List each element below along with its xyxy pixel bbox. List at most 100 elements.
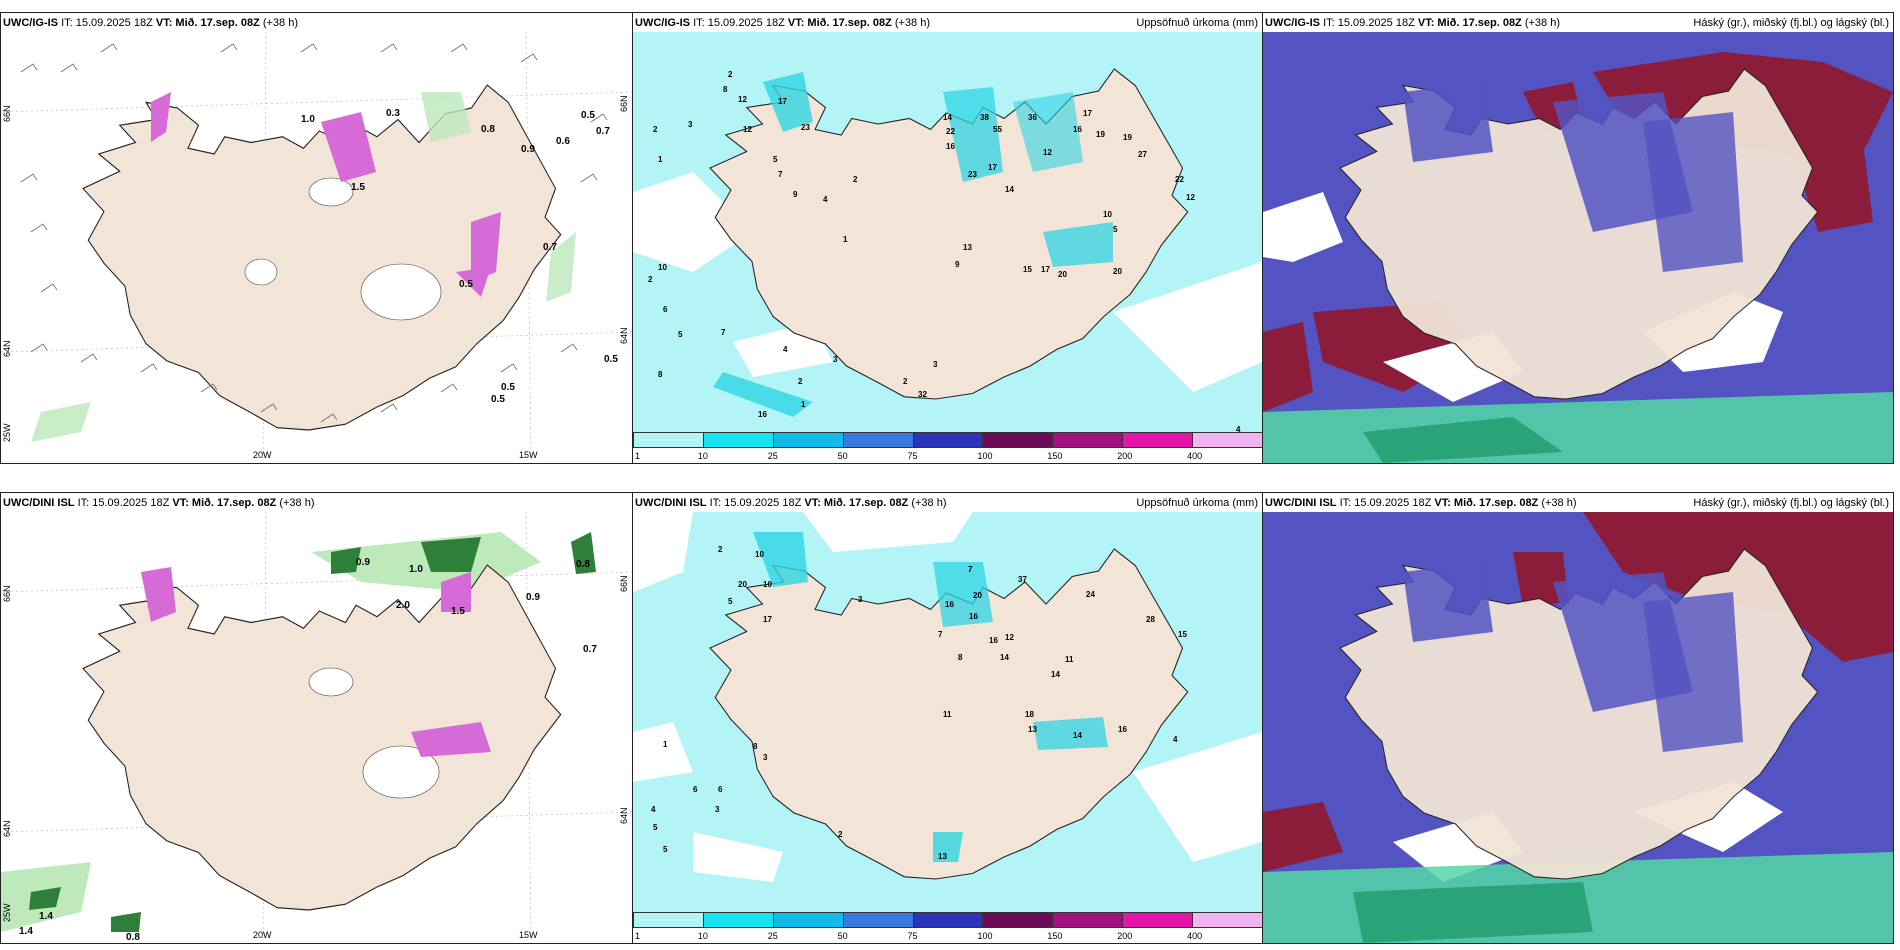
- colorbar-swatch: [982, 432, 1054, 448]
- precip-value: 12: [1005, 633, 1014, 642]
- cloud-map: [1263, 32, 1893, 463]
- lat-label: 66N: [2, 105, 12, 122]
- precip-colorbar: 1 10 25 50 75 100 150 200 400: [633, 912, 1262, 941]
- valid-time: VT: Mið. 17.sep. 08Z: [804, 497, 909, 509]
- precip-value: 11: [1065, 655, 1074, 664]
- precip-value: 23: [968, 170, 977, 179]
- precip-value: 4: [783, 345, 788, 354]
- wind-value: 1.4: [39, 911, 53, 922]
- precip-value: 2: [653, 125, 658, 134]
- precip-value: 19: [1096, 130, 1105, 139]
- wind-value: 0.7: [543, 242, 557, 253]
- precip-value: 13: [1028, 725, 1037, 734]
- precip-value: 6: [663, 305, 668, 314]
- lat-label: 64N: [619, 807, 629, 824]
- valid-time: VT: Mið. 17.sep. 08Z: [155, 17, 260, 29]
- wind-value: 0.3: [386, 108, 400, 119]
- precip-value: 7: [968, 565, 973, 574]
- precip-value: 14: [943, 113, 952, 122]
- precip-value: 8: [723, 85, 728, 94]
- wind-value: 0.5: [459, 279, 473, 290]
- map-panel-wind-igis: UWC/IG-IS IT: 15.09.2025 18Z VT: Mið. 17…: [0, 12, 633, 464]
- precip-value: 32: [918, 390, 927, 399]
- colorbar-swatch: [633, 912, 704, 928]
- precip-value: 2: [718, 545, 723, 554]
- precip-value: 5: [653, 823, 658, 832]
- precip-value: 3: [933, 360, 938, 369]
- precip-value: 16: [945, 600, 954, 609]
- precip-value: 27: [1138, 150, 1147, 159]
- colorbar-label: 50: [837, 931, 848, 941]
- precip-value: 2: [903, 377, 908, 386]
- precip-value: 2: [648, 275, 653, 284]
- precip-value: 3: [715, 805, 720, 814]
- colorbar-swatch: [1052, 432, 1124, 448]
- panel-title: Uppsöfnuð úrkoma (mm): [1136, 497, 1258, 509]
- lead-time: (+38 h): [911, 497, 947, 509]
- map-panel-clouds-dini: UWC/DINI ISL IT: 15.09.2025 18Z VT: Mið.…: [1262, 492, 1894, 944]
- precip-value: 14: [1000, 653, 1009, 662]
- lead-time: (+38 h): [1524, 17, 1561, 29]
- precip-value: 15: [1023, 265, 1032, 274]
- panel-title: Háský (gr.), miðský (fj.bl.) og lágský (…: [1693, 17, 1889, 29]
- colorbar-swatch: [1192, 432, 1262, 448]
- precip-value: 12: [1186, 193, 1195, 202]
- precip-value: 22: [946, 127, 955, 136]
- lat-label: 64N: [619, 327, 629, 344]
- init-time: IT: 15.09.2025 18Z: [1323, 17, 1415, 29]
- model-name: UWC/DINI ISL: [3, 497, 75, 509]
- colorbar-label: 150: [1047, 451, 1063, 461]
- precip-value: 16: [1073, 125, 1082, 134]
- wind-value: 0.5: [581, 110, 595, 121]
- panel-header: UWC/DINI ISL IT: 15.09.2025 18Z VT: Mið.…: [1263, 493, 1893, 512]
- precip-value: 5: [663, 845, 668, 854]
- wind-value: 0.8: [576, 559, 590, 570]
- precip-value: 5: [773, 155, 778, 164]
- precip-value: 5: [1113, 225, 1118, 234]
- panel-header: UWC/DINI ISL IT: 15.09.2025 18Z VT: Mið.…: [633, 493, 1262, 512]
- wind-value: 1.5: [351, 182, 365, 193]
- colorbar-swatch: [1122, 912, 1194, 928]
- precip-value: 2: [853, 175, 858, 184]
- colorbar-swatch: [912, 432, 984, 448]
- colorbar-label: 400: [1187, 451, 1203, 461]
- precip-value: 20: [738, 580, 747, 589]
- lat-label: 66N: [619, 95, 629, 112]
- panel-header: UWC/IG-IS IT: 15.09.2025 18Z VT: Mið. 17…: [1263, 13, 1893, 32]
- colorbar-label: 200: [1117, 931, 1133, 941]
- precip-value: 14: [1051, 670, 1060, 679]
- lead-time: (+38 h): [1541, 497, 1577, 509]
- precip-value: 16: [1118, 725, 1127, 734]
- model-name: UWC/DINI ISL: [635, 497, 707, 509]
- precip-map: 2 3 2 1 8 12 12 17 23 5 7 9 4 2 1 14 22 …: [633, 32, 1262, 433]
- map-panel-wind-dini: UWC/DINI ISL IT: 15.09.2025 18Z VT: Mið.…: [0, 492, 633, 944]
- precip-value: 20: [1058, 270, 1067, 279]
- lon-label: 15W: [519, 450, 538, 460]
- precip-value: 3: [858, 595, 863, 604]
- wind-value: 0.5: [604, 354, 618, 365]
- precip-value: 16: [969, 612, 978, 621]
- colorbar-swatch: [772, 432, 844, 448]
- wind-value: 0.6: [556, 136, 570, 147]
- colorbar-swatch: [1192, 912, 1262, 928]
- wind-value: 0.7: [583, 644, 597, 655]
- colorbar-label: 75: [907, 451, 918, 461]
- precip-value: 4: [1173, 735, 1178, 744]
- wind-value: 1.0: [409, 564, 423, 575]
- precip-value: 12: [1043, 148, 1052, 157]
- precip-value: 14: [1005, 185, 1014, 194]
- precip-value: 20: [1113, 267, 1122, 276]
- wind-value: 0.8: [481, 124, 495, 135]
- precip-value: 1: [663, 740, 668, 749]
- precip-value: 15: [1178, 630, 1187, 639]
- precip-value: 7: [778, 170, 783, 179]
- precip-value: 3: [833, 355, 838, 364]
- precip-value: 2: [838, 830, 843, 839]
- precip-value: 17: [1041, 265, 1050, 274]
- precip-value: 23: [801, 123, 810, 132]
- precip-value: 17: [763, 615, 772, 624]
- wind-value: 0.5: [501, 382, 515, 393]
- panel-title: Uppsöfnuð úrkoma (mm): [1136, 17, 1258, 29]
- precip-value: 1: [658, 155, 663, 164]
- precip-value: 10: [763, 580, 772, 589]
